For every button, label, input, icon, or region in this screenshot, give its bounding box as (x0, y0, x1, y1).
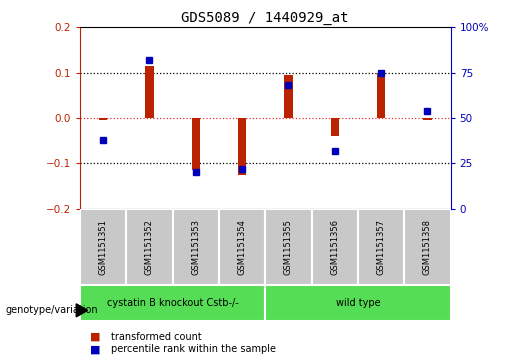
Bar (80, 209, 126, 285)
Bar (265, 285, 451, 321)
Bar (145, 66, 153, 118)
Bar (284, 75, 293, 118)
Bar (126, 209, 173, 285)
Text: GSM1151355: GSM1151355 (284, 219, 293, 275)
Text: genotype/variation: genotype/variation (5, 305, 98, 315)
Text: ■: ■ (90, 331, 100, 342)
Text: GSM1151352: GSM1151352 (145, 219, 154, 275)
Bar (358, 209, 404, 285)
Bar (377, 73, 385, 118)
Bar (404, 209, 451, 285)
Bar (173, 209, 219, 285)
Bar (192, 118, 200, 170)
Bar (238, 118, 246, 175)
Title: GDS5089 / 1440929_at: GDS5089 / 1440929_at (181, 11, 349, 25)
Text: wild type: wild type (336, 298, 380, 308)
Text: percentile rank within the sample: percentile rank within the sample (111, 344, 276, 354)
Text: GSM1151354: GSM1151354 (237, 219, 247, 275)
Bar (423, 118, 432, 120)
Text: GSM1151357: GSM1151357 (376, 219, 386, 275)
Text: GSM1151353: GSM1151353 (191, 219, 200, 275)
Text: GSM1151351: GSM1151351 (98, 219, 108, 275)
Bar (80, 285, 265, 321)
Bar (99, 118, 107, 120)
Text: ■: ■ (90, 344, 100, 354)
Bar (265, 209, 312, 285)
Bar (312, 209, 358, 285)
Text: GSM1151356: GSM1151356 (330, 219, 339, 275)
Bar (219, 209, 265, 285)
Text: GSM1151358: GSM1151358 (423, 219, 432, 275)
Text: cystatin B knockout Cstb-/-: cystatin B knockout Cstb-/- (107, 298, 238, 308)
Bar (331, 118, 339, 136)
Text: transformed count: transformed count (111, 331, 201, 342)
